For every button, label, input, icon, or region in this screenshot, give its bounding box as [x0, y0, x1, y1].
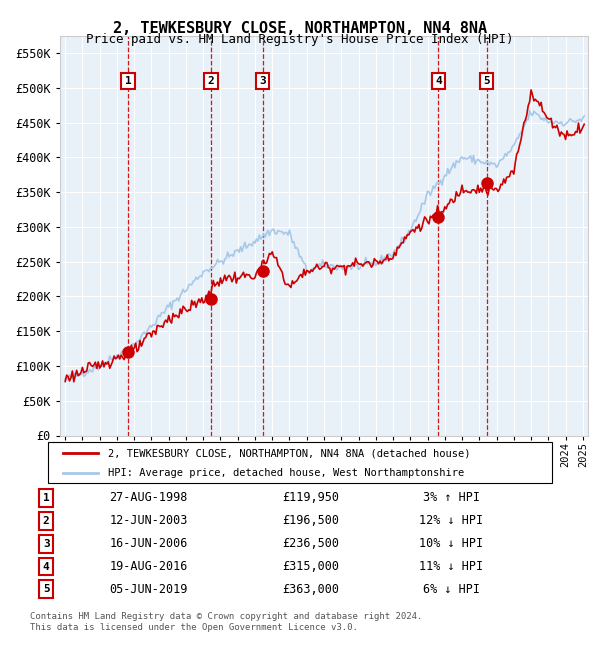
Text: 12% ↓ HPI: 12% ↓ HPI: [419, 514, 483, 527]
Text: 16-JUN-2006: 16-JUN-2006: [110, 537, 188, 550]
Text: £315,000: £315,000: [283, 560, 340, 573]
Text: 27-AUG-1998: 27-AUG-1998: [110, 491, 188, 504]
Text: £236,500: £236,500: [283, 537, 340, 550]
Text: £119,950: £119,950: [283, 491, 340, 504]
Text: 3: 3: [43, 539, 50, 549]
Text: This data is licensed under the Open Government Licence v3.0.: This data is licensed under the Open Gov…: [30, 623, 358, 632]
Text: 2: 2: [208, 76, 214, 86]
Text: 10% ↓ HPI: 10% ↓ HPI: [419, 537, 483, 550]
Text: £196,500: £196,500: [283, 514, 340, 527]
Text: 1: 1: [125, 76, 131, 86]
Text: 2, TEWKESBURY CLOSE, NORTHAMPTON, NN4 8NA: 2, TEWKESBURY CLOSE, NORTHAMPTON, NN4 8N…: [113, 21, 487, 36]
Text: Price paid vs. HM Land Registry's House Price Index (HPI): Price paid vs. HM Land Registry's House …: [86, 32, 514, 46]
Text: 2, TEWKESBURY CLOSE, NORTHAMPTON, NN4 8NA (detached house): 2, TEWKESBURY CLOSE, NORTHAMPTON, NN4 8N…: [109, 448, 471, 458]
Text: 3% ↑ HPI: 3% ↑ HPI: [422, 491, 480, 504]
Text: 12-JUN-2003: 12-JUN-2003: [110, 514, 188, 527]
Text: 3: 3: [259, 76, 266, 86]
Text: 4: 4: [43, 562, 50, 571]
Text: £363,000: £363,000: [283, 583, 340, 596]
Text: 1: 1: [43, 493, 50, 503]
Text: 5: 5: [43, 584, 50, 594]
Text: 2: 2: [43, 516, 50, 526]
FancyBboxPatch shape: [48, 442, 552, 483]
Text: 05-JUN-2019: 05-JUN-2019: [110, 583, 188, 596]
Text: HPI: Average price, detached house, West Northamptonshire: HPI: Average price, detached house, West…: [109, 468, 465, 478]
Text: 5: 5: [483, 76, 490, 86]
Text: 19-AUG-2016: 19-AUG-2016: [110, 560, 188, 573]
Text: 4: 4: [435, 76, 442, 86]
Text: 11% ↓ HPI: 11% ↓ HPI: [419, 560, 483, 573]
Text: 6% ↓ HPI: 6% ↓ HPI: [422, 583, 480, 596]
Text: Contains HM Land Registry data © Crown copyright and database right 2024.: Contains HM Land Registry data © Crown c…: [30, 612, 422, 621]
